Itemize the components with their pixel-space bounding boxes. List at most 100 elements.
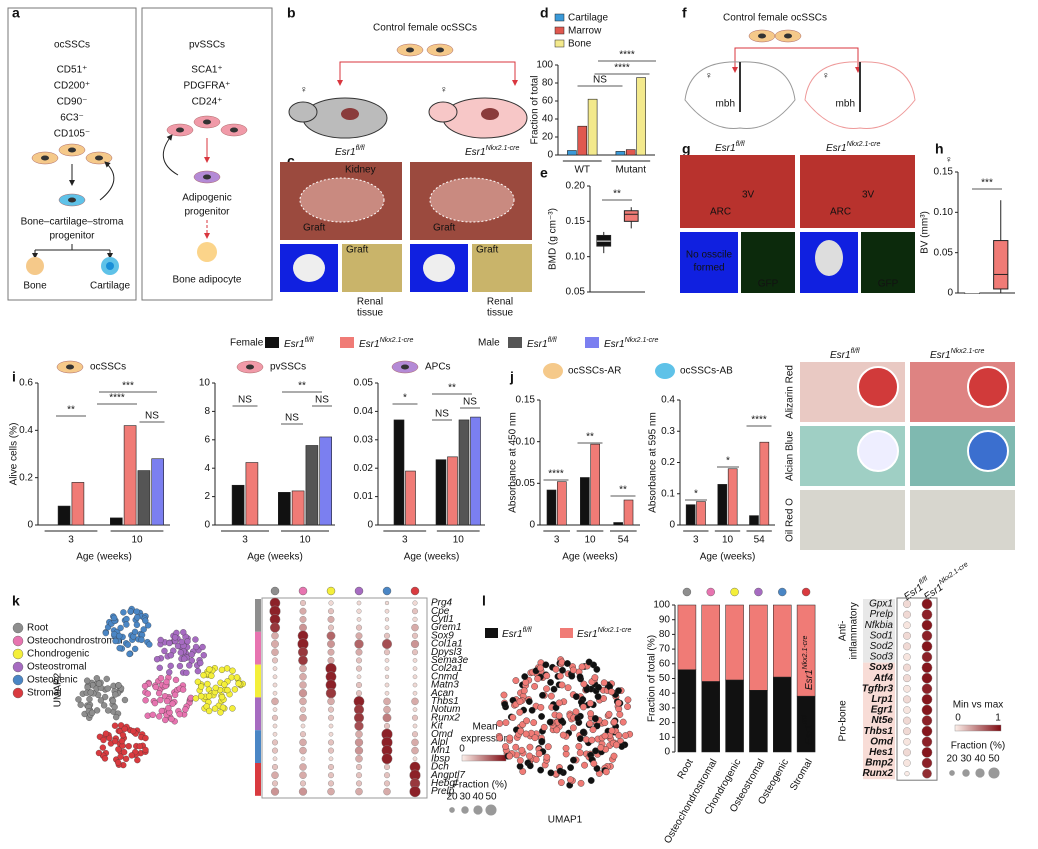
umap-point	[167, 662, 174, 670]
dot	[412, 600, 418, 606]
region-label: 3V	[742, 190, 755, 201]
significance-label: NS	[593, 75, 607, 86]
image-label: Renal	[357, 297, 383, 308]
genotype-label: Esr1Nkx2.1-cre	[802, 635, 815, 690]
y-tick-label: 0.01	[354, 491, 374, 502]
dot	[271, 657, 279, 664]
x-tick-label: Stromal	[788, 757, 815, 792]
umap-point	[86, 695, 93, 703]
dot	[409, 786, 421, 798]
umap-point	[552, 665, 560, 673]
y-tick-label: 70	[659, 644, 671, 655]
umap-point	[120, 749, 128, 756]
significance-label: **	[586, 432, 594, 443]
dot	[356, 674, 362, 680]
umap-point	[156, 713, 163, 720]
cluster-dot	[682, 587, 692, 597]
group-shade	[863, 599, 895, 663]
genotype-label: Esr1fl/fl	[830, 348, 860, 361]
dot	[272, 666, 278, 671]
bar	[587, 98, 598, 156]
umap-point	[84, 677, 91, 684]
umap-point	[526, 762, 534, 770]
legend-swatch	[485, 628, 498, 638]
image-label: GFP	[878, 279, 899, 290]
umap-point	[516, 698, 524, 705]
y-tick-label: 0.03	[354, 434, 374, 445]
dot	[272, 682, 278, 688]
y-tick-label: 0.4	[19, 425, 33, 436]
legend-dot	[12, 635, 24, 647]
umap-point	[526, 743, 534, 751]
self-renew-arrow	[99, 161, 115, 201]
gene-label: Omd	[870, 736, 894, 747]
umap-point	[95, 749, 103, 757]
bar-segment	[701, 604, 720, 682]
genotype-base: Esr1	[527, 339, 548, 350]
cluster-dot	[354, 586, 364, 596]
legend-label: ocSSCs-AB	[680, 366, 733, 377]
sex-symbol: ♀	[822, 71, 830, 82]
y-tick-label: 40	[659, 688, 671, 699]
gene-label: Lrp1	[871, 694, 893, 705]
umap-point	[569, 724, 577, 732]
umap-point	[613, 741, 620, 749]
marker-label: CD90⁻	[57, 97, 88, 108]
umap-point	[522, 678, 530, 686]
nucleus	[230, 127, 238, 133]
umap-point	[500, 691, 508, 699]
output-label: Bone adipocyte	[173, 275, 242, 286]
umap-point	[535, 750, 543, 758]
dot	[384, 625, 390, 630]
umap-point	[181, 655, 188, 662]
umap-point	[583, 686, 591, 694]
dot	[383, 697, 391, 706]
dot	[355, 780, 363, 787]
dot	[299, 738, 307, 747]
gene-label: Tgfbr3	[862, 683, 894, 694]
cluster-dot	[801, 587, 811, 597]
umap-point	[204, 680, 211, 688]
umap-point	[594, 693, 602, 700]
umap-point	[123, 621, 130, 628]
brain-histology	[680, 155, 795, 228]
bar	[759, 441, 770, 526]
legend-tick: 50	[485, 792, 497, 803]
x-axis-label: Age (weeks)	[76, 552, 132, 563]
genotype-base: Esr1	[284, 339, 305, 350]
umap-point	[164, 698, 171, 705]
dot	[921, 662, 933, 673]
umap-point	[615, 731, 623, 739]
dot	[270, 787, 280, 796]
legend-label: Stromal	[27, 688, 61, 699]
size-key	[461, 806, 469, 814]
umap-point	[141, 682, 149, 690]
dot	[384, 658, 390, 663]
umap-point	[142, 697, 149, 704]
cluster-bar	[255, 697, 261, 731]
dot	[903, 695, 911, 704]
umap-point	[156, 664, 163, 671]
umap-point	[506, 734, 514, 742]
genotype-label: Esr1Nkx2.1-cre	[604, 337, 659, 350]
significance-label: NS	[315, 395, 329, 406]
genotype-base: Esr1	[715, 143, 736, 154]
umap-point	[538, 713, 545, 720]
x-axis-label: Age (weeks)	[700, 552, 756, 563]
dot	[412, 682, 418, 688]
brain-section	[804, 61, 916, 129]
y-tick-label: 10	[659, 732, 671, 743]
umap-point	[624, 703, 631, 710]
sex-symbol: ♀	[945, 155, 953, 166]
umap-point	[100, 736, 107, 744]
x-tick-label: 10	[131, 535, 143, 546]
umap-point	[543, 753, 551, 761]
y-tick-label: 0.10	[566, 251, 586, 262]
umap-point	[102, 629, 109, 637]
panel-title: Control female ocSSCs	[373, 23, 477, 34]
umap-point	[523, 717, 531, 725]
dot	[272, 731, 278, 737]
dot	[298, 787, 308, 796]
umap-point	[146, 641, 153, 648]
y-tick-label: 0.1	[661, 488, 675, 499]
